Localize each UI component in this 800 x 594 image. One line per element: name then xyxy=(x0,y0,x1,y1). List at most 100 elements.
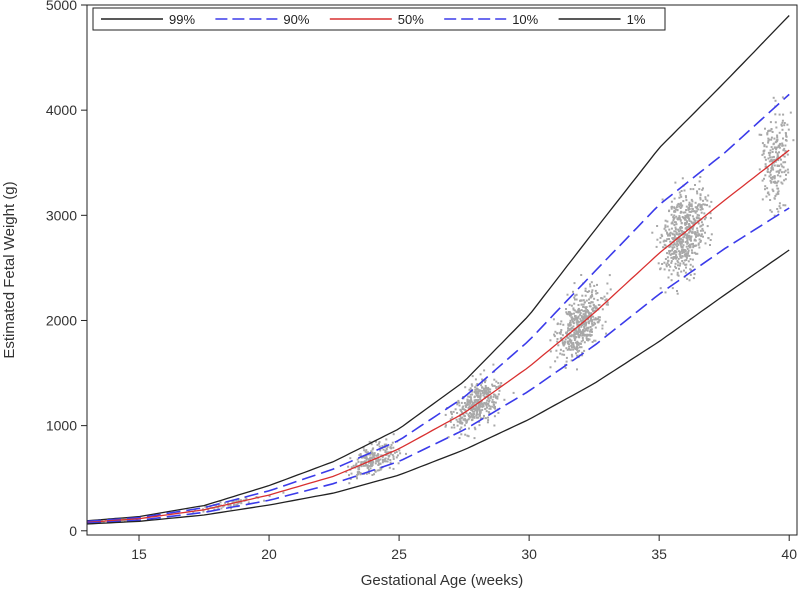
data-point xyxy=(356,471,359,474)
data-point xyxy=(668,269,671,272)
data-point xyxy=(686,254,689,257)
data-point xyxy=(659,287,662,290)
data-point xyxy=(583,325,586,328)
data-point xyxy=(778,171,780,174)
data-point xyxy=(767,151,770,154)
data-point xyxy=(770,169,772,172)
data-point xyxy=(685,266,687,269)
data-point xyxy=(769,129,772,132)
data-point xyxy=(561,339,564,342)
data-point xyxy=(572,342,575,344)
data-point xyxy=(683,259,686,262)
y-tick-label: 4000 xyxy=(46,102,77,118)
data-point xyxy=(764,163,767,166)
data-point xyxy=(122,517,125,520)
data-point xyxy=(686,247,689,250)
data-point xyxy=(689,273,692,276)
data-point xyxy=(475,402,478,405)
data-point xyxy=(687,252,689,255)
data-point xyxy=(563,343,566,346)
data-point xyxy=(497,385,500,388)
data-point xyxy=(591,341,594,343)
data-point xyxy=(583,330,586,333)
data-point xyxy=(780,171,783,174)
data-point xyxy=(782,113,785,116)
data-point xyxy=(689,230,692,233)
data-point xyxy=(565,356,568,359)
legend-label: 1% xyxy=(627,12,646,27)
data-point xyxy=(582,316,585,319)
data-point xyxy=(781,128,784,131)
data-point xyxy=(573,346,576,349)
data-point xyxy=(680,250,683,253)
data-point xyxy=(465,420,468,423)
data-point xyxy=(574,329,577,332)
data-point xyxy=(472,402,475,404)
data-point xyxy=(585,323,587,326)
data-point xyxy=(457,399,460,402)
data-point xyxy=(217,504,220,506)
data-point xyxy=(594,322,596,325)
data-point xyxy=(590,330,593,333)
data-point xyxy=(484,381,486,384)
data-point xyxy=(584,287,587,290)
data-point xyxy=(765,165,767,168)
data-point xyxy=(486,393,488,396)
data-point xyxy=(668,245,671,248)
data-point xyxy=(580,309,583,312)
data-point xyxy=(559,348,562,351)
data-point xyxy=(693,251,696,254)
data-point xyxy=(473,391,476,393)
data-point xyxy=(776,165,779,167)
data-point xyxy=(472,414,475,417)
data-point xyxy=(761,198,764,201)
data-point xyxy=(767,191,770,194)
data-point xyxy=(470,409,473,411)
data-point xyxy=(586,334,589,337)
data-point xyxy=(588,290,591,293)
data-point xyxy=(470,414,473,417)
data-point xyxy=(386,460,389,463)
data-point xyxy=(673,256,675,259)
data-point xyxy=(674,228,677,231)
data-point xyxy=(700,233,703,236)
data-point xyxy=(352,464,355,467)
data-point xyxy=(694,211,697,214)
data-point xyxy=(679,255,682,258)
data-point xyxy=(358,466,360,468)
data-point xyxy=(364,457,367,460)
plot-frame xyxy=(86,4,798,536)
data-point xyxy=(473,437,476,440)
data-point xyxy=(365,449,368,452)
data-point xyxy=(471,375,474,378)
data-point xyxy=(685,253,688,256)
data-point xyxy=(687,245,690,247)
data-point xyxy=(481,408,484,411)
data-point xyxy=(787,128,790,131)
data-point xyxy=(584,290,587,292)
data-point xyxy=(781,121,784,124)
data-point xyxy=(580,340,583,343)
data-point xyxy=(566,331,569,334)
data-point xyxy=(483,369,486,372)
data-point xyxy=(594,317,597,320)
data-point xyxy=(694,233,697,236)
data-point xyxy=(475,406,478,409)
data-point xyxy=(769,209,772,212)
data-point xyxy=(375,454,378,457)
data-point xyxy=(690,221,693,224)
data-point xyxy=(769,171,772,174)
data-point xyxy=(468,388,471,391)
data-point xyxy=(479,392,482,395)
data-point xyxy=(594,318,597,321)
data-point xyxy=(565,360,568,363)
data-point xyxy=(688,223,691,226)
data-point xyxy=(684,241,687,244)
data-point xyxy=(672,217,675,220)
data-point xyxy=(478,390,481,393)
data-point xyxy=(695,210,698,213)
data-point xyxy=(709,239,712,241)
data-point xyxy=(667,276,670,279)
data-point xyxy=(575,321,578,324)
data-point xyxy=(592,323,595,326)
